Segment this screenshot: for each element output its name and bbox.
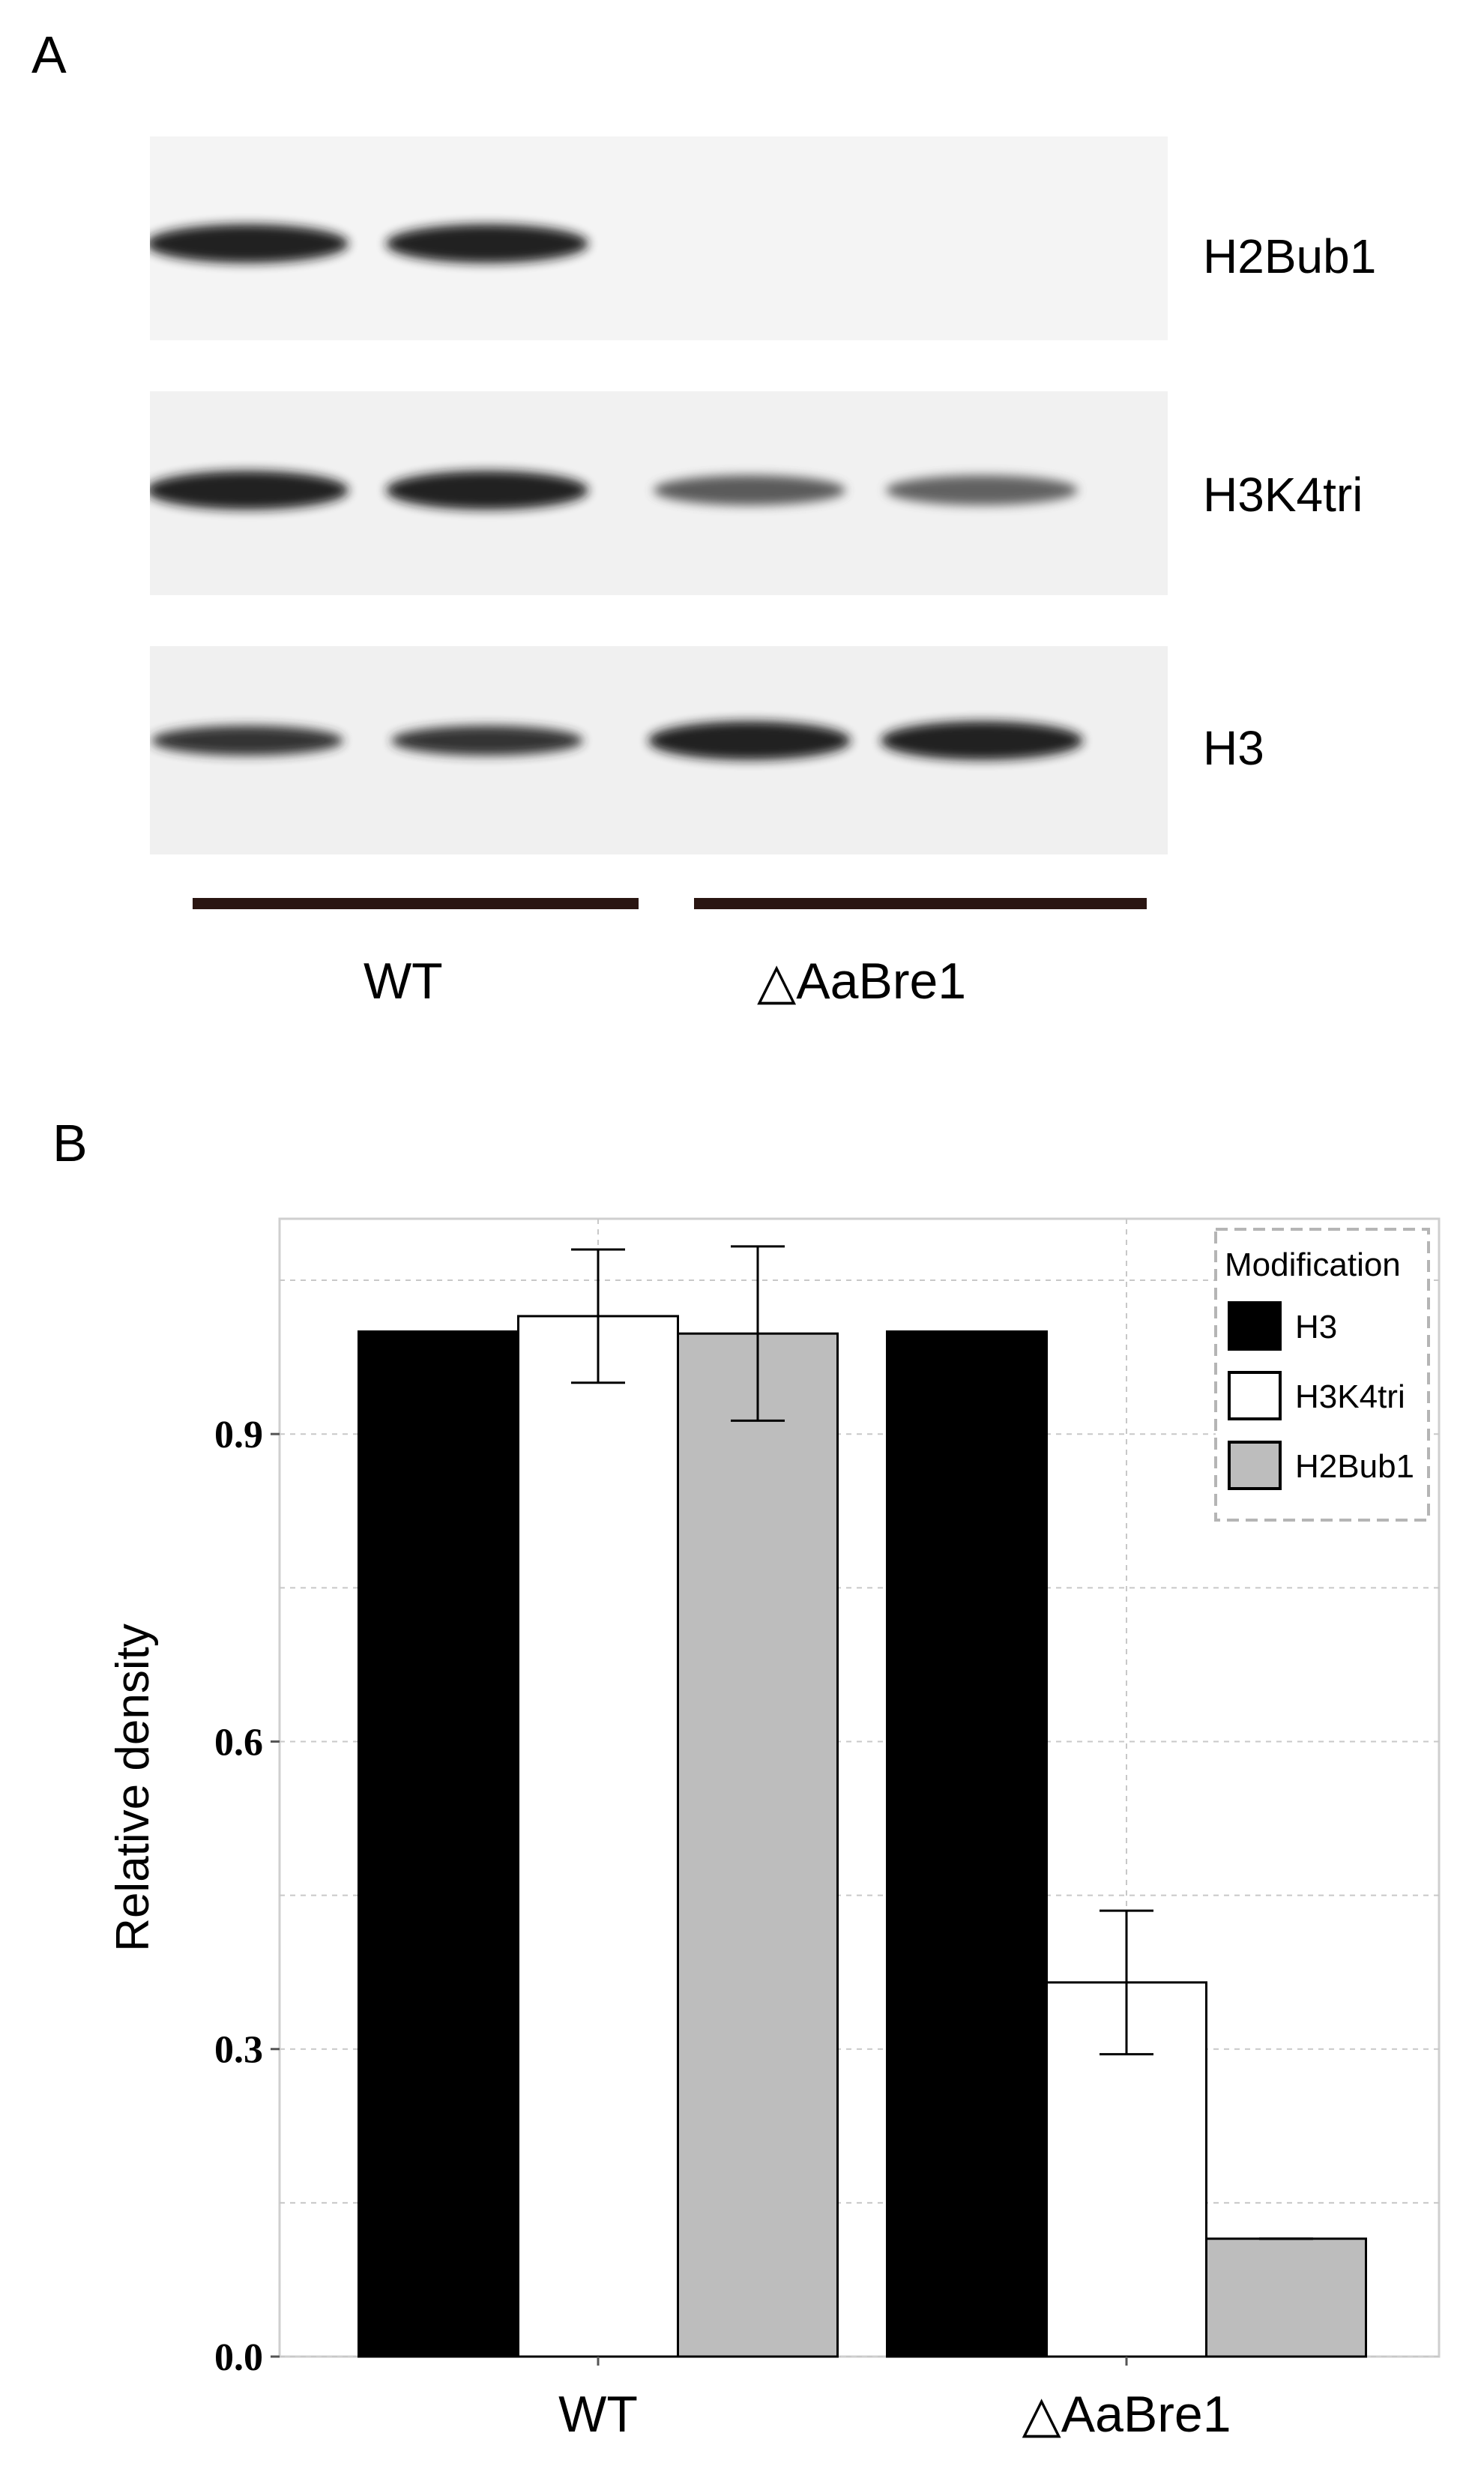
legend-label-h3: H3 xyxy=(1295,1309,1337,1345)
band-lane-3 xyxy=(648,721,851,760)
y-axis-title: Relative density xyxy=(107,1624,159,1952)
blot-h3 xyxy=(150,646,1168,854)
error-bar-h2bub1-0 xyxy=(731,1245,785,1422)
legend: Modification H3 H3K4tri H2Bub1 xyxy=(1214,1228,1430,1522)
error-bar-h3k4tri-1 xyxy=(1100,1909,1153,2056)
blot-h3k4tri xyxy=(150,391,1168,595)
legend-key-h2bub1 xyxy=(1228,1441,1282,1490)
bar-h3k4tri-0 xyxy=(517,1315,679,2358)
y-tick-label: 0.3 xyxy=(214,2029,263,2072)
band-lane-2 xyxy=(386,471,588,510)
blot-h2bub1 xyxy=(150,136,1168,340)
bars xyxy=(358,1245,1367,2358)
band-lane-2 xyxy=(386,224,588,263)
x-tick-label: △AaBre1 xyxy=(1022,2386,1231,2443)
legend-key-h3 xyxy=(1228,1301,1282,1351)
group-label-aabre1: △AaBre1 xyxy=(757,953,967,1010)
blot-h3-bands xyxy=(151,721,1083,760)
band-lane-2 xyxy=(391,726,583,756)
y-tick-label: 0.9 xyxy=(214,1414,263,1456)
band-lane-1 xyxy=(151,726,343,756)
bar-h2bub1-1 xyxy=(1205,2237,1367,2358)
bar-h2bub1-0 xyxy=(677,1332,839,2358)
blot-h3k4tri-bands xyxy=(150,471,1078,510)
band-lane-1 xyxy=(150,224,349,263)
blot-label-h3: H3 xyxy=(1203,721,1264,775)
group-bar-aabre1 xyxy=(694,898,1147,909)
panel-a-letter: A xyxy=(31,25,67,84)
legend-label-h2bub1: H2Bub1 xyxy=(1295,1448,1414,1485)
x-tick-label: WT xyxy=(558,2386,638,2443)
error-bar-h3k4tri-0 xyxy=(571,1248,625,1384)
blot-label-h3k4tri: H3K4tri xyxy=(1203,468,1363,522)
blot-h2bub1-bands xyxy=(150,224,588,263)
bar-h3-1 xyxy=(886,1330,1048,2358)
y-tick-label: 0.6 xyxy=(214,1721,263,1764)
bar-h3-0 xyxy=(358,1330,519,2358)
band-lane-3 xyxy=(654,475,845,505)
band-lane-4 xyxy=(881,721,1083,760)
blot-label-h2bub1: H2Bub1 xyxy=(1203,229,1377,283)
panel-b-letter: B xyxy=(52,1114,88,1172)
legend-key-h3k4tri xyxy=(1228,1371,1282,1420)
y-tick-label: 0.0 xyxy=(214,2336,263,2379)
band-lane-1 xyxy=(150,471,349,510)
legend-label-h3k4tri: H3K4tri xyxy=(1295,1378,1405,1415)
band-lane-4 xyxy=(886,475,1078,505)
group-bar-wt xyxy=(193,898,639,909)
legend-title: Modification xyxy=(1225,1246,1401,1283)
group-label-wt: WT xyxy=(364,953,443,1010)
